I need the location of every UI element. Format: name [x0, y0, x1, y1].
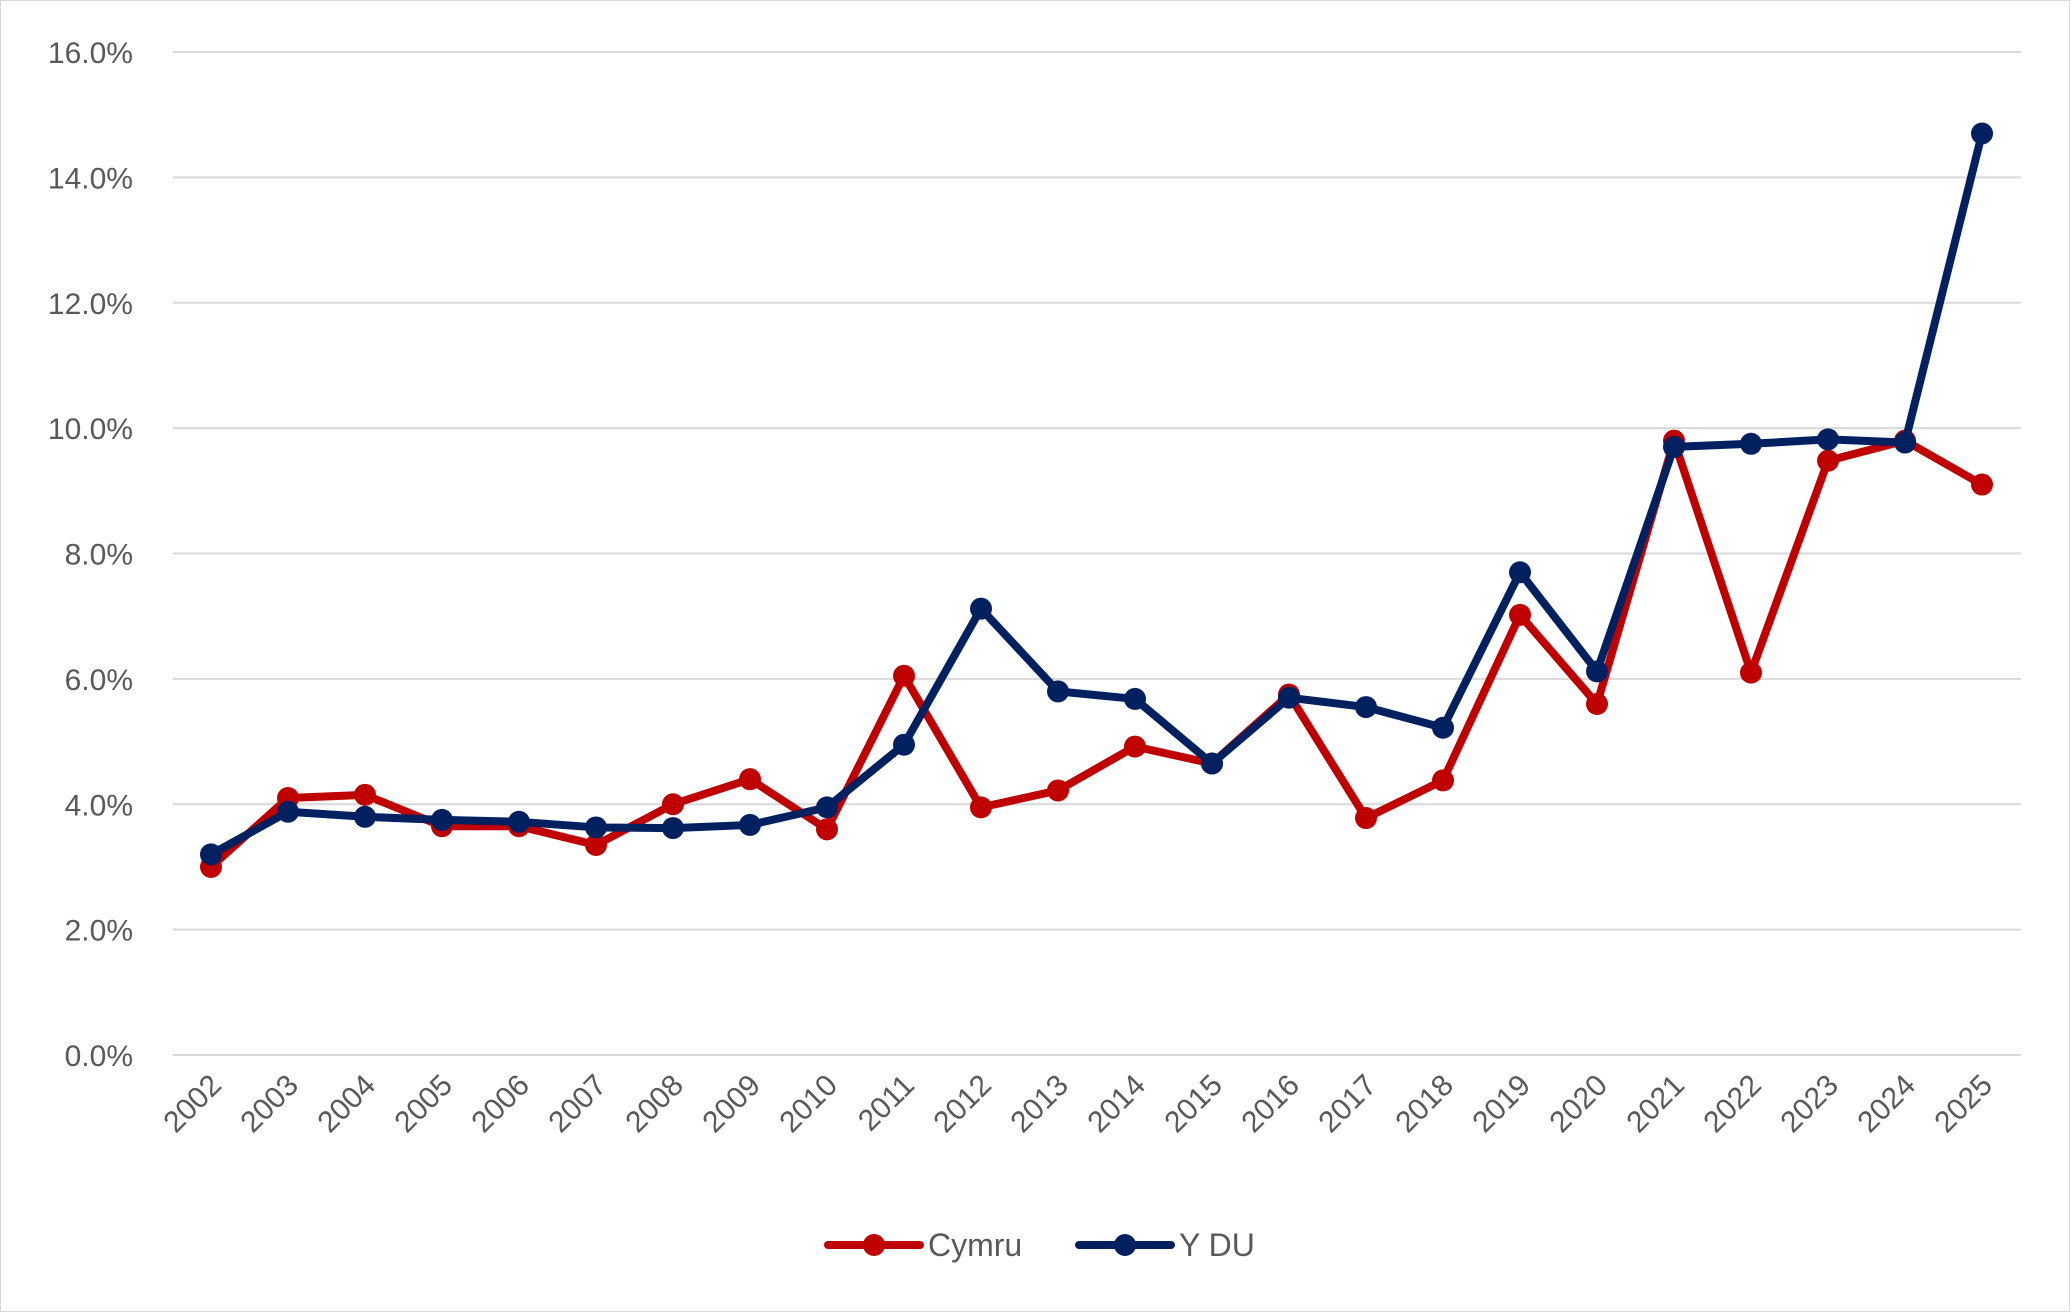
data-point — [585, 816, 607, 839]
data-point — [200, 843, 222, 866]
data-point — [1047, 680, 1069, 703]
legend-item: Y DU — [1075, 1227, 1255, 1263]
y-tick-label: 4.0% — [65, 789, 133, 822]
x-tick-label: 2009 — [696, 1069, 767, 1140]
series-y-du — [200, 122, 1993, 866]
y-tick-label: 12.0% — [48, 288, 133, 321]
data-point — [1663, 435, 1685, 458]
data-point — [1201, 752, 1223, 775]
data-point — [739, 768, 761, 791]
series-line — [207, 129, 1986, 859]
data-point — [739, 813, 761, 836]
data-point — [893, 664, 915, 687]
x-axis-tick-labels: 2002 2003 2004 2005 2006 2007 2008 2009 2010 2011… — [157, 1069, 1999, 1140]
data-point — [277, 800, 299, 823]
data-point — [662, 817, 684, 840]
x-tick-label: 2006 — [465, 1069, 536, 1140]
x-tick-label: 2011 — [852, 1069, 921, 1138]
data-point — [970, 796, 992, 819]
x-tick-label: 2016 — [1235, 1069, 1306, 1140]
data-point — [354, 805, 376, 828]
series-line — [207, 436, 1986, 871]
data-point — [1509, 603, 1531, 626]
data-point — [1124, 687, 1146, 710]
data-point — [1355, 696, 1377, 719]
data-point — [1355, 807, 1377, 830]
series-cymru — [200, 429, 1993, 878]
x-tick-label: 2004 — [311, 1069, 382, 1140]
x-tick-label: 2015 — [1158, 1069, 1229, 1140]
data-point — [1432, 716, 1454, 739]
data-point — [1740, 432, 1762, 455]
x-tick-label: 2003 — [234, 1069, 305, 1140]
data-point — [1432, 769, 1454, 792]
x-tick-label: 2002 — [157, 1069, 228, 1140]
legend-item: Cymru — [824, 1227, 1022, 1263]
x-tick-label: 2025 — [1928, 1069, 1999, 1140]
data-point — [1740, 661, 1762, 684]
data-point — [1894, 431, 1916, 454]
x-tick-label: 2018 — [1389, 1069, 1460, 1140]
data-point — [662, 793, 684, 816]
x-tick-label: 2014 — [1081, 1069, 1152, 1140]
y-tick-label: 6.0% — [65, 664, 133, 697]
data-point — [1971, 473, 1993, 496]
x-tick-label: 2012 — [927, 1069, 998, 1140]
legend-marker — [1114, 1234, 1136, 1256]
y-tick-label: 2.0% — [65, 915, 133, 948]
y-tick-label: 8.0% — [65, 539, 133, 572]
data-point — [1817, 449, 1839, 472]
y-tick-label: 16.0% — [48, 37, 133, 70]
x-tick-label: 2024 — [1851, 1069, 1922, 1140]
x-tick-label: 2019 — [1466, 1069, 1537, 1140]
series-layer — [200, 122, 1993, 878]
data-point — [1586, 692, 1608, 715]
x-tick-label: 2022 — [1697, 1069, 1768, 1140]
data-point — [1278, 686, 1300, 709]
y-tick-label: 10.0% — [48, 413, 133, 446]
data-point — [893, 733, 915, 756]
data-point — [1971, 122, 1993, 145]
y-axis-tick-labels: 0.0% 2.0% 4.0% 6.0% 8.0% 10.0% 12.0% 14.0% 16.0% — [48, 37, 133, 1073]
data-point — [1124, 735, 1146, 758]
x-tick-label: 2021 — [1620, 1069, 1691, 1140]
y-tick-label: 0.0% — [65, 1040, 133, 1073]
legend-marker — [863, 1234, 885, 1256]
data-point — [970, 597, 992, 620]
data-point — [1047, 779, 1069, 802]
x-tick-label: 2010 — [773, 1069, 844, 1140]
data-point — [585, 833, 607, 856]
data-point — [816, 796, 838, 819]
legend-label: Y DU — [1179, 1227, 1255, 1263]
x-tick-label: 2008 — [619, 1069, 690, 1140]
data-point — [816, 818, 838, 841]
data-point — [1817, 428, 1839, 451]
data-point — [431, 808, 453, 831]
x-tick-label: 2007 — [542, 1069, 613, 1140]
x-tick-label: 2005 — [388, 1069, 459, 1140]
y-tick-label: 14.0% — [48, 162, 133, 195]
x-tick-label: 2017 — [1312, 1069, 1383, 1140]
legend: Cymru Y DU — [824, 1227, 1255, 1263]
data-point — [1509, 561, 1531, 584]
legend-label: Cymru — [928, 1227, 1022, 1263]
x-tick-label: 2013 — [1004, 1069, 1075, 1140]
x-tick-label: 2023 — [1774, 1069, 1845, 1140]
gridlines — [173, 51, 2021, 1056]
data-point — [1586, 660, 1608, 683]
data-point — [354, 783, 376, 806]
x-tick-label: 2020 — [1543, 1069, 1614, 1140]
data-point — [508, 810, 530, 833]
